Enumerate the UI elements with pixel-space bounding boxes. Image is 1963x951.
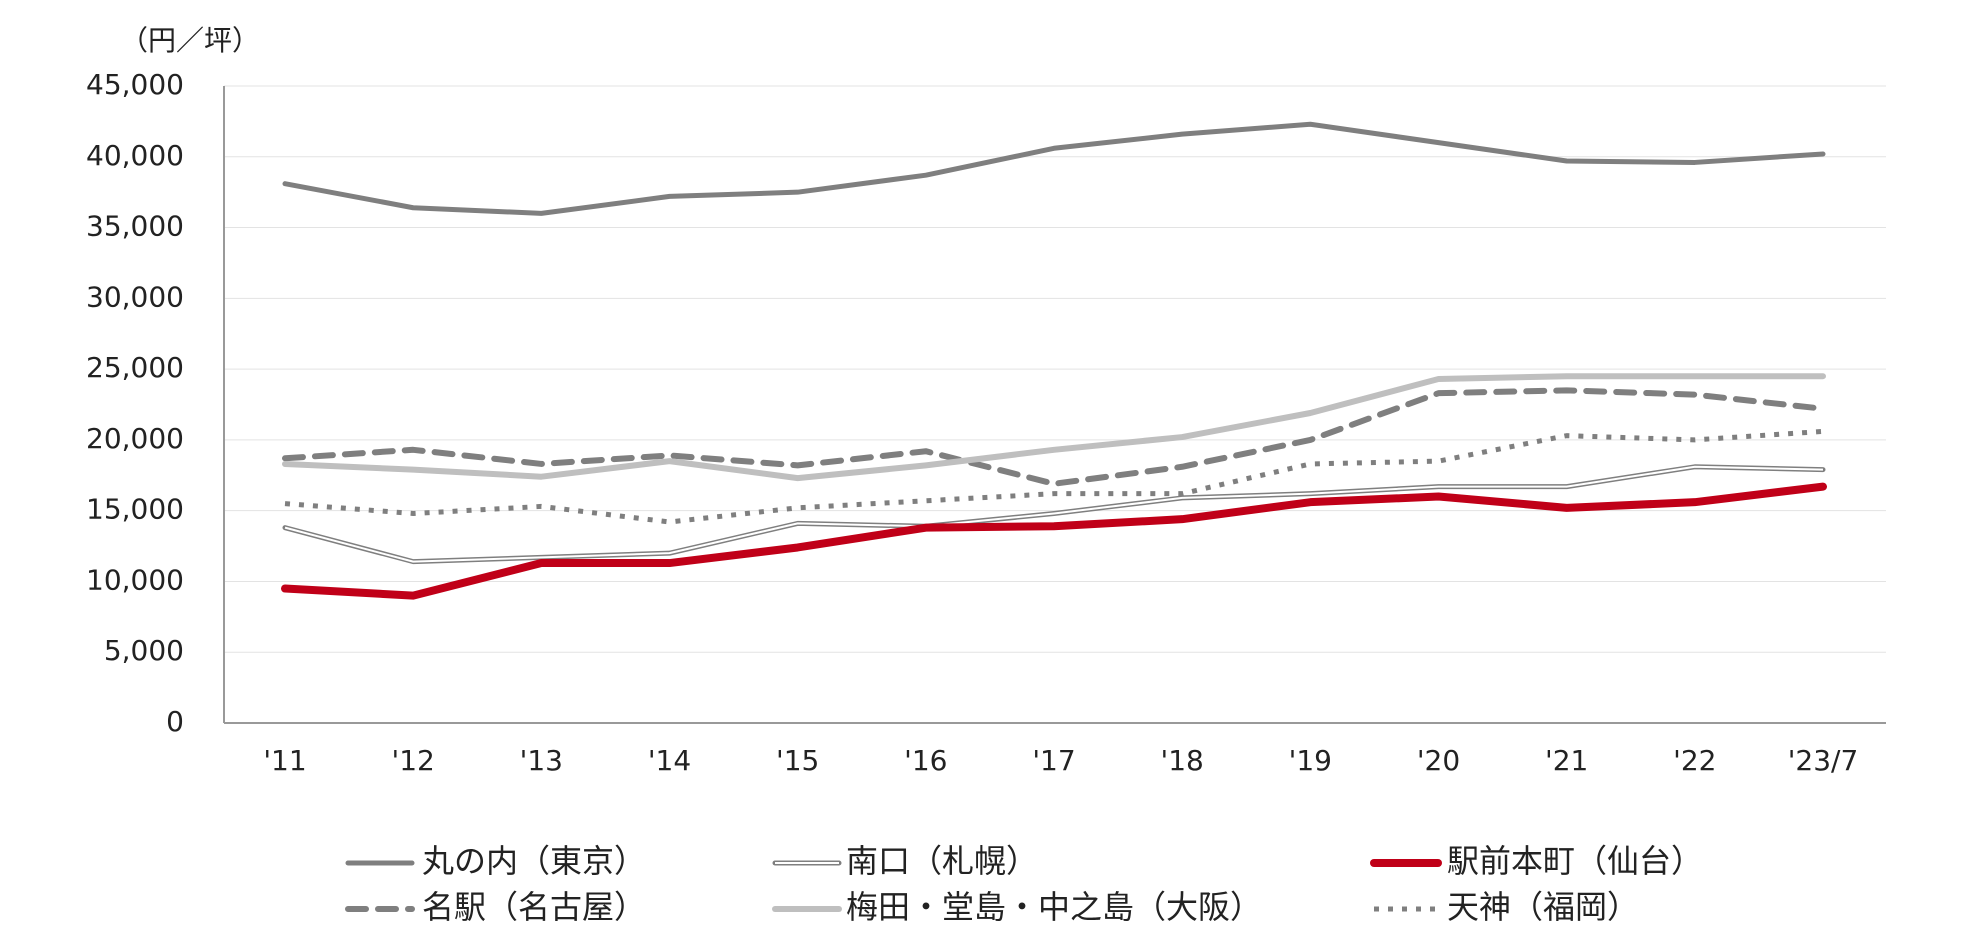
x-tick-label: '12 xyxy=(392,744,435,777)
y-tick-label: 25,000 xyxy=(86,351,184,384)
series-line xyxy=(282,373,1826,482)
y-tick-label: 45,000 xyxy=(86,68,184,101)
y-tick-label: 40,000 xyxy=(86,139,184,172)
y-tick-label: 15,000 xyxy=(86,493,184,526)
legend-label: 梅田・堂島・中之島（大阪） xyxy=(846,888,1262,926)
x-tick-label: '18 xyxy=(1161,744,1204,777)
y-tick-label: 0 xyxy=(166,705,184,738)
series-line-inner xyxy=(284,465,1824,563)
x-tick-label: '17 xyxy=(1032,744,1075,777)
y-tick-label: 20,000 xyxy=(86,422,184,455)
series-line xyxy=(281,482,1827,600)
legend-label: 丸の内（東京） xyxy=(422,842,646,880)
x-tick-label: '16 xyxy=(904,744,947,777)
y-tick-label: 5,000 xyxy=(104,634,184,667)
y-tick-label: 35,000 xyxy=(86,210,184,243)
legend-label: 南口（札幌） xyxy=(846,842,1038,880)
y-axis-unit: （円／坪） xyxy=(120,24,260,57)
series-line xyxy=(282,121,1826,216)
x-tick-label: '20 xyxy=(1417,744,1460,777)
x-tick-label: '14 xyxy=(648,744,691,777)
series-line xyxy=(282,387,1826,487)
legend-label: 名駅（名古屋） xyxy=(422,888,646,926)
x-tick-label: '21 xyxy=(1545,744,1588,777)
x-tick-label: '23/7 xyxy=(1788,744,1859,777)
x-tick-label: '13 xyxy=(520,744,563,777)
y-tick-label: 10,000 xyxy=(86,563,184,596)
series-line xyxy=(284,428,1824,525)
x-tick-label: '15 xyxy=(776,744,819,777)
x-tick-label: '22 xyxy=(1673,744,1716,777)
legend-label: 天神（福岡） xyxy=(1447,888,1639,926)
x-tick-label: '19 xyxy=(1289,744,1332,777)
legend-label: 駅前本町（仙台） xyxy=(1447,842,1703,880)
x-tick-label: '11 xyxy=(263,744,306,777)
y-tick-label: 30,000 xyxy=(86,280,184,313)
